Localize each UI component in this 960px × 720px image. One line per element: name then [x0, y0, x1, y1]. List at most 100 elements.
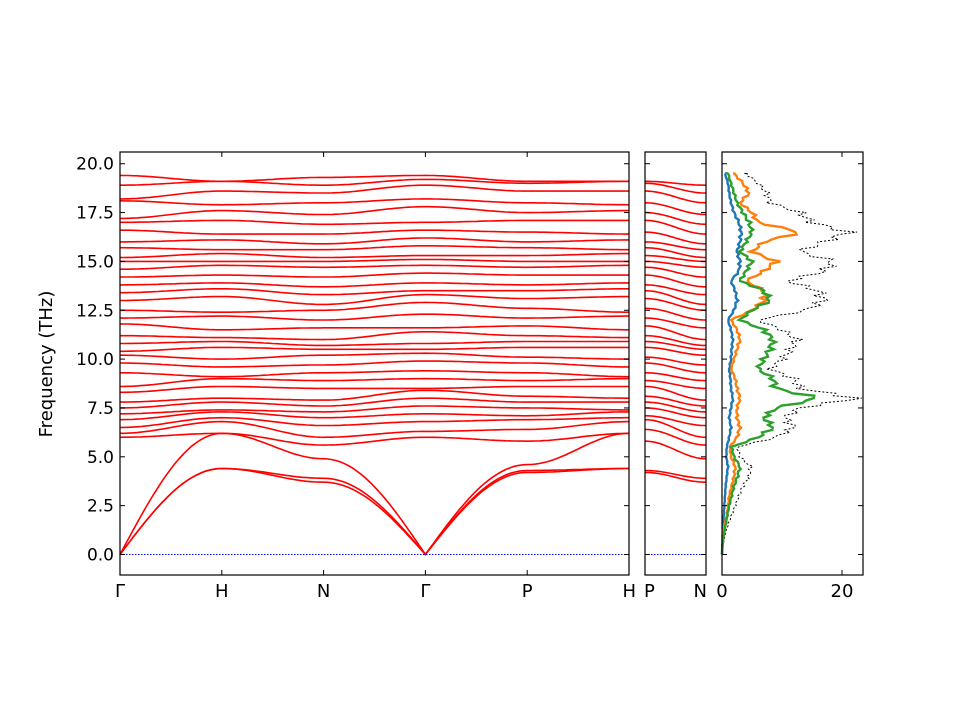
pn-band-line-2	[645, 440, 706, 460]
band-line-1	[119, 467, 629, 556]
band-line-6	[119, 411, 629, 421]
pn-band-line-7	[645, 401, 707, 413]
band-line-28	[120, 245, 629, 251]
y-tick-label: 17.5	[76, 204, 114, 224]
band-line-2	[119, 432, 630, 556]
band-line-4	[120, 420, 630, 439]
pn-band-line-14	[645, 346, 706, 356]
pn-band-line-4	[645, 418, 707, 439]
x-tick-label: P	[522, 581, 533, 602]
x-tick-label: Γ	[115, 581, 125, 602]
x-tick-label: Γ	[420, 581, 430, 602]
pn-band-line-18	[645, 317, 706, 329]
band-line-32	[120, 205, 629, 220]
pn-band-line-5	[645, 415, 706, 427]
pn-band-line-1	[645, 469, 706, 480]
pn-band-line-16	[645, 334, 706, 347]
band-line-30	[120, 229, 629, 235]
density-of-states-curves	[720, 172, 862, 555]
band-line-25	[120, 264, 629, 270]
band-line-18	[119, 323, 629, 331]
y-axis-label: Frequency (THz)	[36, 291, 57, 438]
band-line-7	[120, 405, 629, 415]
main-frame	[119, 151, 630, 576]
dos-series-3	[720, 172, 816, 555]
pn-band-line-24	[645, 266, 706, 278]
pn-x-tick-label: N	[694, 581, 707, 602]
band-structure-main-panel: 0.0 2.5 5.0 7.5 10.0 12.5 15.0 17.5 20.0 Γ H N Γ P H F…	[36, 151, 636, 602]
pn-band-line-10	[645, 379, 706, 390]
y-tick-label: 5.0	[87, 448, 114, 468]
band-line-23	[120, 282, 629, 288]
band-line-22	[120, 288, 629, 296]
band-line-0	[119, 467, 629, 556]
y-tick-label: 2.5	[87, 497, 114, 517]
band-line-26	[120, 258, 629, 263]
band-line-9	[120, 389, 629, 403]
pn-band-line-12	[644, 362, 707, 374]
pn-band-line-11	[645, 372, 706, 382]
dos-series-2	[720, 172, 799, 555]
pn-band-line-29	[644, 231, 706, 245]
pn-band-line-15	[644, 340, 706, 351]
band-line-24	[120, 272, 629, 278]
band-line-29	[120, 237, 629, 245]
band-line-33	[119, 198, 630, 206]
band-line-34	[120, 184, 629, 200]
y-tick-label: 7.5	[87, 399, 114, 419]
density-of-states-axes: 0 20	[716, 151, 864, 602]
pn-band-line-22	[645, 284, 706, 296]
band-line-36	[119, 174, 629, 183]
dos-series-0	[721, 173, 862, 555]
band-structure-pn-bands	[644, 180, 707, 555]
dos-series-1	[720, 172, 744, 555]
pn-band-line-3	[644, 428, 707, 446]
y-tick-label: 10.0	[76, 350, 114, 370]
pn-band-line-35	[645, 180, 706, 186]
x-tick-label: H	[215, 581, 229, 602]
band-line-11	[119, 377, 630, 388]
band-line-19	[120, 313, 629, 321]
pn-frame	[644, 151, 707, 576]
y-tick-label: 0.0	[87, 545, 114, 565]
y-tick-label: 20.0	[76, 155, 114, 175]
band-structure-main-axes: 0.0 2.5 5.0 7.5 10.0 12.5 15.0 17.5 20.0 Γ H N Γ P H	[76, 151, 636, 602]
x-tick-label: N	[317, 581, 330, 602]
pn-band-line-8	[644, 395, 706, 407]
pn-band-line-31	[645, 211, 707, 226]
pn-band-line-26	[645, 254, 706, 263]
band-line-31	[120, 219, 629, 226]
band-line-21	[120, 293, 629, 306]
band-line-10	[120, 385, 629, 394]
pn-band-line-34	[645, 182, 706, 194]
pn-band-line-33	[645, 190, 707, 204]
dos-x-tick-label: 0	[716, 581, 727, 602]
density-of-states-panel: 0 20	[716, 151, 864, 602]
band-line-14	[120, 352, 629, 360]
band-line-8	[120, 397, 629, 409]
pn-band-line-9	[645, 385, 706, 401]
band-line-16	[120, 340, 629, 347]
band-line-20	[120, 301, 629, 313]
y-tick-label: 12.5	[76, 301, 114, 321]
pn-band-line-25	[645, 260, 707, 269]
y-tick-label: 15.0	[76, 252, 114, 272]
pn-band-line-0	[644, 471, 706, 483]
pn-band-line-19	[644, 307, 706, 321]
pn-band-line-23	[645, 274, 706, 288]
pn-band-line-20	[644, 297, 707, 312]
dos-frame	[721, 151, 864, 576]
band-line-15	[120, 346, 629, 353]
dos-x-tick-label: 20	[831, 581, 854, 602]
pn-band-line-30	[645, 219, 707, 235]
band-line-5	[119, 416, 629, 429]
pn-band-line-28	[645, 241, 706, 251]
pn-band-line-6	[644, 407, 706, 419]
band-structure-main-bands	[119, 174, 630, 556]
pn-x-tick-label: P	[644, 581, 655, 602]
pn-band-line-32	[645, 202, 706, 216]
band-line-12	[120, 370, 629, 378]
